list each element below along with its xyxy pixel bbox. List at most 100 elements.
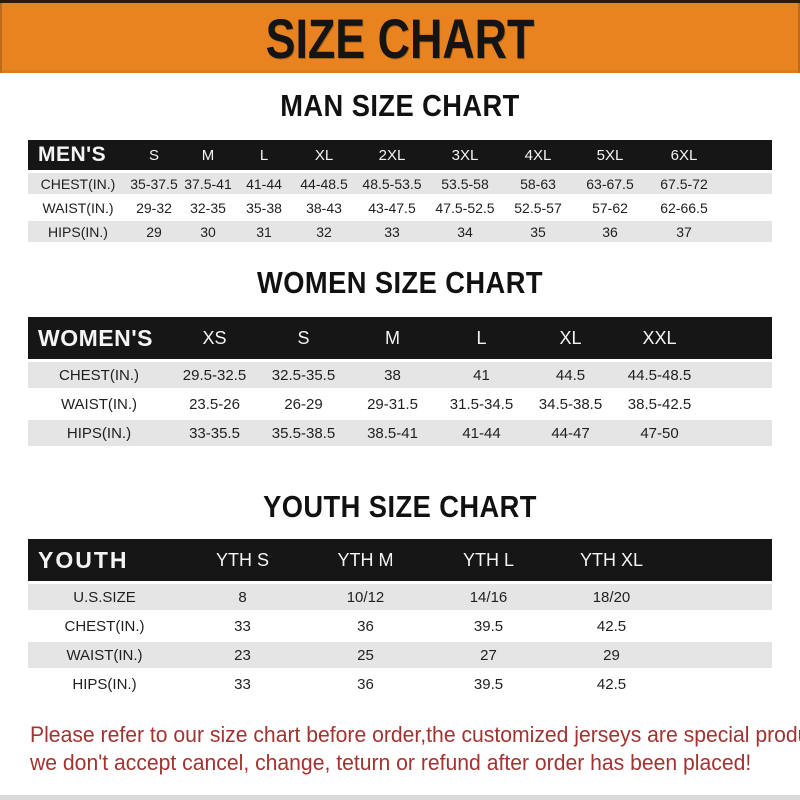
size-value: 29 — [128, 221, 180, 242]
row-spacer — [673, 584, 772, 610]
size-value: 23.5-26 — [170, 391, 259, 417]
youth-header-row: YOUTH YTH S YTH M YTH L YTH XL — [28, 539, 772, 581]
women-size-chart-section: WOMEN SIZE CHART WOMEN'S XS S M L XL XXL CHEST… — [0, 265, 800, 449]
size-value: 38.5-42.5 — [615, 391, 704, 417]
size-value: 43-47.5 — [356, 197, 428, 218]
size-value: 47.5-52.5 — [428, 197, 502, 218]
table-corner-label: WOMEN'S — [28, 317, 170, 359]
size-column-header: 4XL — [502, 140, 574, 170]
row-spacer — [673, 671, 772, 697]
size-value: 10/12 — [304, 584, 427, 610]
size-value: 63-67.5 — [574, 173, 646, 194]
size-value: 62-66.5 — [646, 197, 722, 218]
size-value: 53.5-58 — [428, 173, 502, 194]
bottom-edge-strip — [0, 795, 800, 800]
size-column-header: XXL — [615, 317, 704, 359]
size-value: 42.5 — [550, 671, 673, 697]
size-value: 38.5-41 — [348, 420, 437, 446]
size-column-header: YTH L — [427, 539, 550, 581]
row-label: HIPS(IN.) — [28, 671, 181, 697]
size-value: 33 — [356, 221, 428, 242]
size-value: 31 — [236, 221, 292, 242]
page-title: SIZE CHART — [265, 6, 535, 70]
size-column-header: YTH M — [304, 539, 427, 581]
row-spacer — [704, 391, 772, 417]
size-value: 39.5 — [427, 671, 550, 697]
size-value: 35-37.5 — [128, 173, 180, 194]
row-spacer — [673, 642, 772, 668]
measurement-row: HIPS(IN.) 33-35.5 35.5-38.5 38.5-41 41-44 44-… — [28, 420, 772, 446]
row-label: WAIST(IN.) — [28, 197, 128, 218]
row-spacer — [704, 362, 772, 388]
size-value: 34.5-38.5 — [526, 391, 615, 417]
measurement-row: U.S.SIZE 8 10/12 14/16 18/20 — [28, 584, 772, 610]
size-value: 26-29 — [259, 391, 348, 417]
measurement-row: CHEST(IN.) 29.5-32.5 32.5-35.5 38 41 44.5 44.5… — [28, 362, 772, 388]
man-section-title: MAN SIZE CHART — [280, 88, 520, 123]
size-value: 39.5 — [427, 613, 550, 639]
size-value: 44-47 — [526, 420, 615, 446]
size-value: 33 — [181, 613, 304, 639]
women-header-row: WOMEN'S XS S M L XL XXL — [28, 317, 772, 359]
size-value: 44-48.5 — [292, 173, 356, 194]
row-label: CHEST(IN.) — [28, 173, 128, 194]
measurement-row: CHEST(IN.) 33 36 39.5 42.5 — [28, 613, 772, 639]
size-value: 37.5-41 — [180, 173, 236, 194]
size-column-header: 5XL — [574, 140, 646, 170]
size-value: 31.5-34.5 — [437, 391, 526, 417]
table-corner-label: MEN'S — [28, 140, 128, 170]
row-label: HIPS(IN.) — [28, 420, 170, 446]
size-value: 41-44 — [236, 173, 292, 194]
size-column-header: M — [348, 317, 437, 359]
banner: SIZE CHART — [0, 0, 800, 73]
size-value: 38 — [348, 362, 437, 388]
measurement-row: CHEST(IN.) 35-37.5 37.5-41 41-44 44-48.5 48.5… — [28, 173, 772, 194]
size-value: 30 — [180, 221, 236, 242]
size-value: 57-62 — [574, 197, 646, 218]
size-value: 29-31.5 — [348, 391, 437, 417]
size-value: 29 — [550, 642, 673, 668]
size-value: 41-44 — [437, 420, 526, 446]
size-value: 67.5-72 — [646, 173, 722, 194]
size-column-header: L — [437, 317, 526, 359]
man-size-chart-section: MAN SIZE CHART MEN'S S M L XL 2XL 3XL 4XL 5XL 6XL… — [0, 88, 800, 245]
measurement-row: WAIST(IN.) 23 25 27 29 — [28, 642, 772, 668]
size-value: 18/20 — [550, 584, 673, 610]
size-value: 44.5 — [526, 362, 615, 388]
size-column-header: 6XL — [646, 140, 722, 170]
size-column-header: YTH S — [181, 539, 304, 581]
size-value: 41 — [437, 362, 526, 388]
size-value: 44.5-48.5 — [615, 362, 704, 388]
footer-notice: Please refer to our size chart before or… — [0, 721, 800, 777]
size-value: 25 — [304, 642, 427, 668]
size-column-header: S — [128, 140, 180, 170]
measurement-row: HIPS(IN.) 29 30 31 32 33 34 35 36 37 — [28, 221, 772, 242]
youth-size-table: YOUTH YTH S YTH M YTH L YTH XL U.S.SIZE 8 10/1… — [28, 536, 772, 700]
row-spacer — [704, 420, 772, 446]
size-value: 27 — [427, 642, 550, 668]
size-value: 33 — [181, 671, 304, 697]
row-label: U.S.SIZE — [28, 584, 181, 610]
row-spacer — [722, 221, 772, 242]
measurement-row: WAIST(IN.) 29-32 32-35 35-38 38-43 43-47.5 47.… — [28, 197, 772, 218]
size-value: 35.5-38.5 — [259, 420, 348, 446]
size-value: 34 — [428, 221, 502, 242]
size-value: 36 — [574, 221, 646, 242]
row-spacer — [722, 197, 772, 218]
size-value: 32-35 — [180, 197, 236, 218]
size-column-header: YTH XL — [550, 539, 673, 581]
size-column-header: L — [236, 140, 292, 170]
size-column-header: XS — [170, 317, 259, 359]
size-value: 52.5-57 — [502, 197, 574, 218]
size-value: 36 — [304, 613, 427, 639]
youth-section-title: YOUTH SIZE CHART — [263, 489, 537, 524]
size-value: 38-43 — [292, 197, 356, 218]
header-spacer — [673, 539, 772, 581]
row-spacer — [673, 613, 772, 639]
size-value: 35 — [502, 221, 574, 242]
size-value: 14/16 — [427, 584, 550, 610]
men-header-row: MEN'S S M L XL 2XL 3XL 4XL 5XL 6XL — [28, 140, 772, 170]
women-size-table: WOMEN'S XS S M L XL XXL CHEST(IN.) 29.5-32.5 32.… — [28, 314, 772, 449]
measurement-row: WAIST(IN.) 23.5-26 26-29 29-31.5 31.5-34.5 34… — [28, 391, 772, 417]
size-value: 37 — [646, 221, 722, 242]
